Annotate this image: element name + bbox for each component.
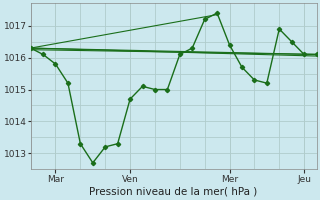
X-axis label: Pression niveau de la mer( hPa ): Pression niveau de la mer( hPa ) <box>90 187 258 197</box>
